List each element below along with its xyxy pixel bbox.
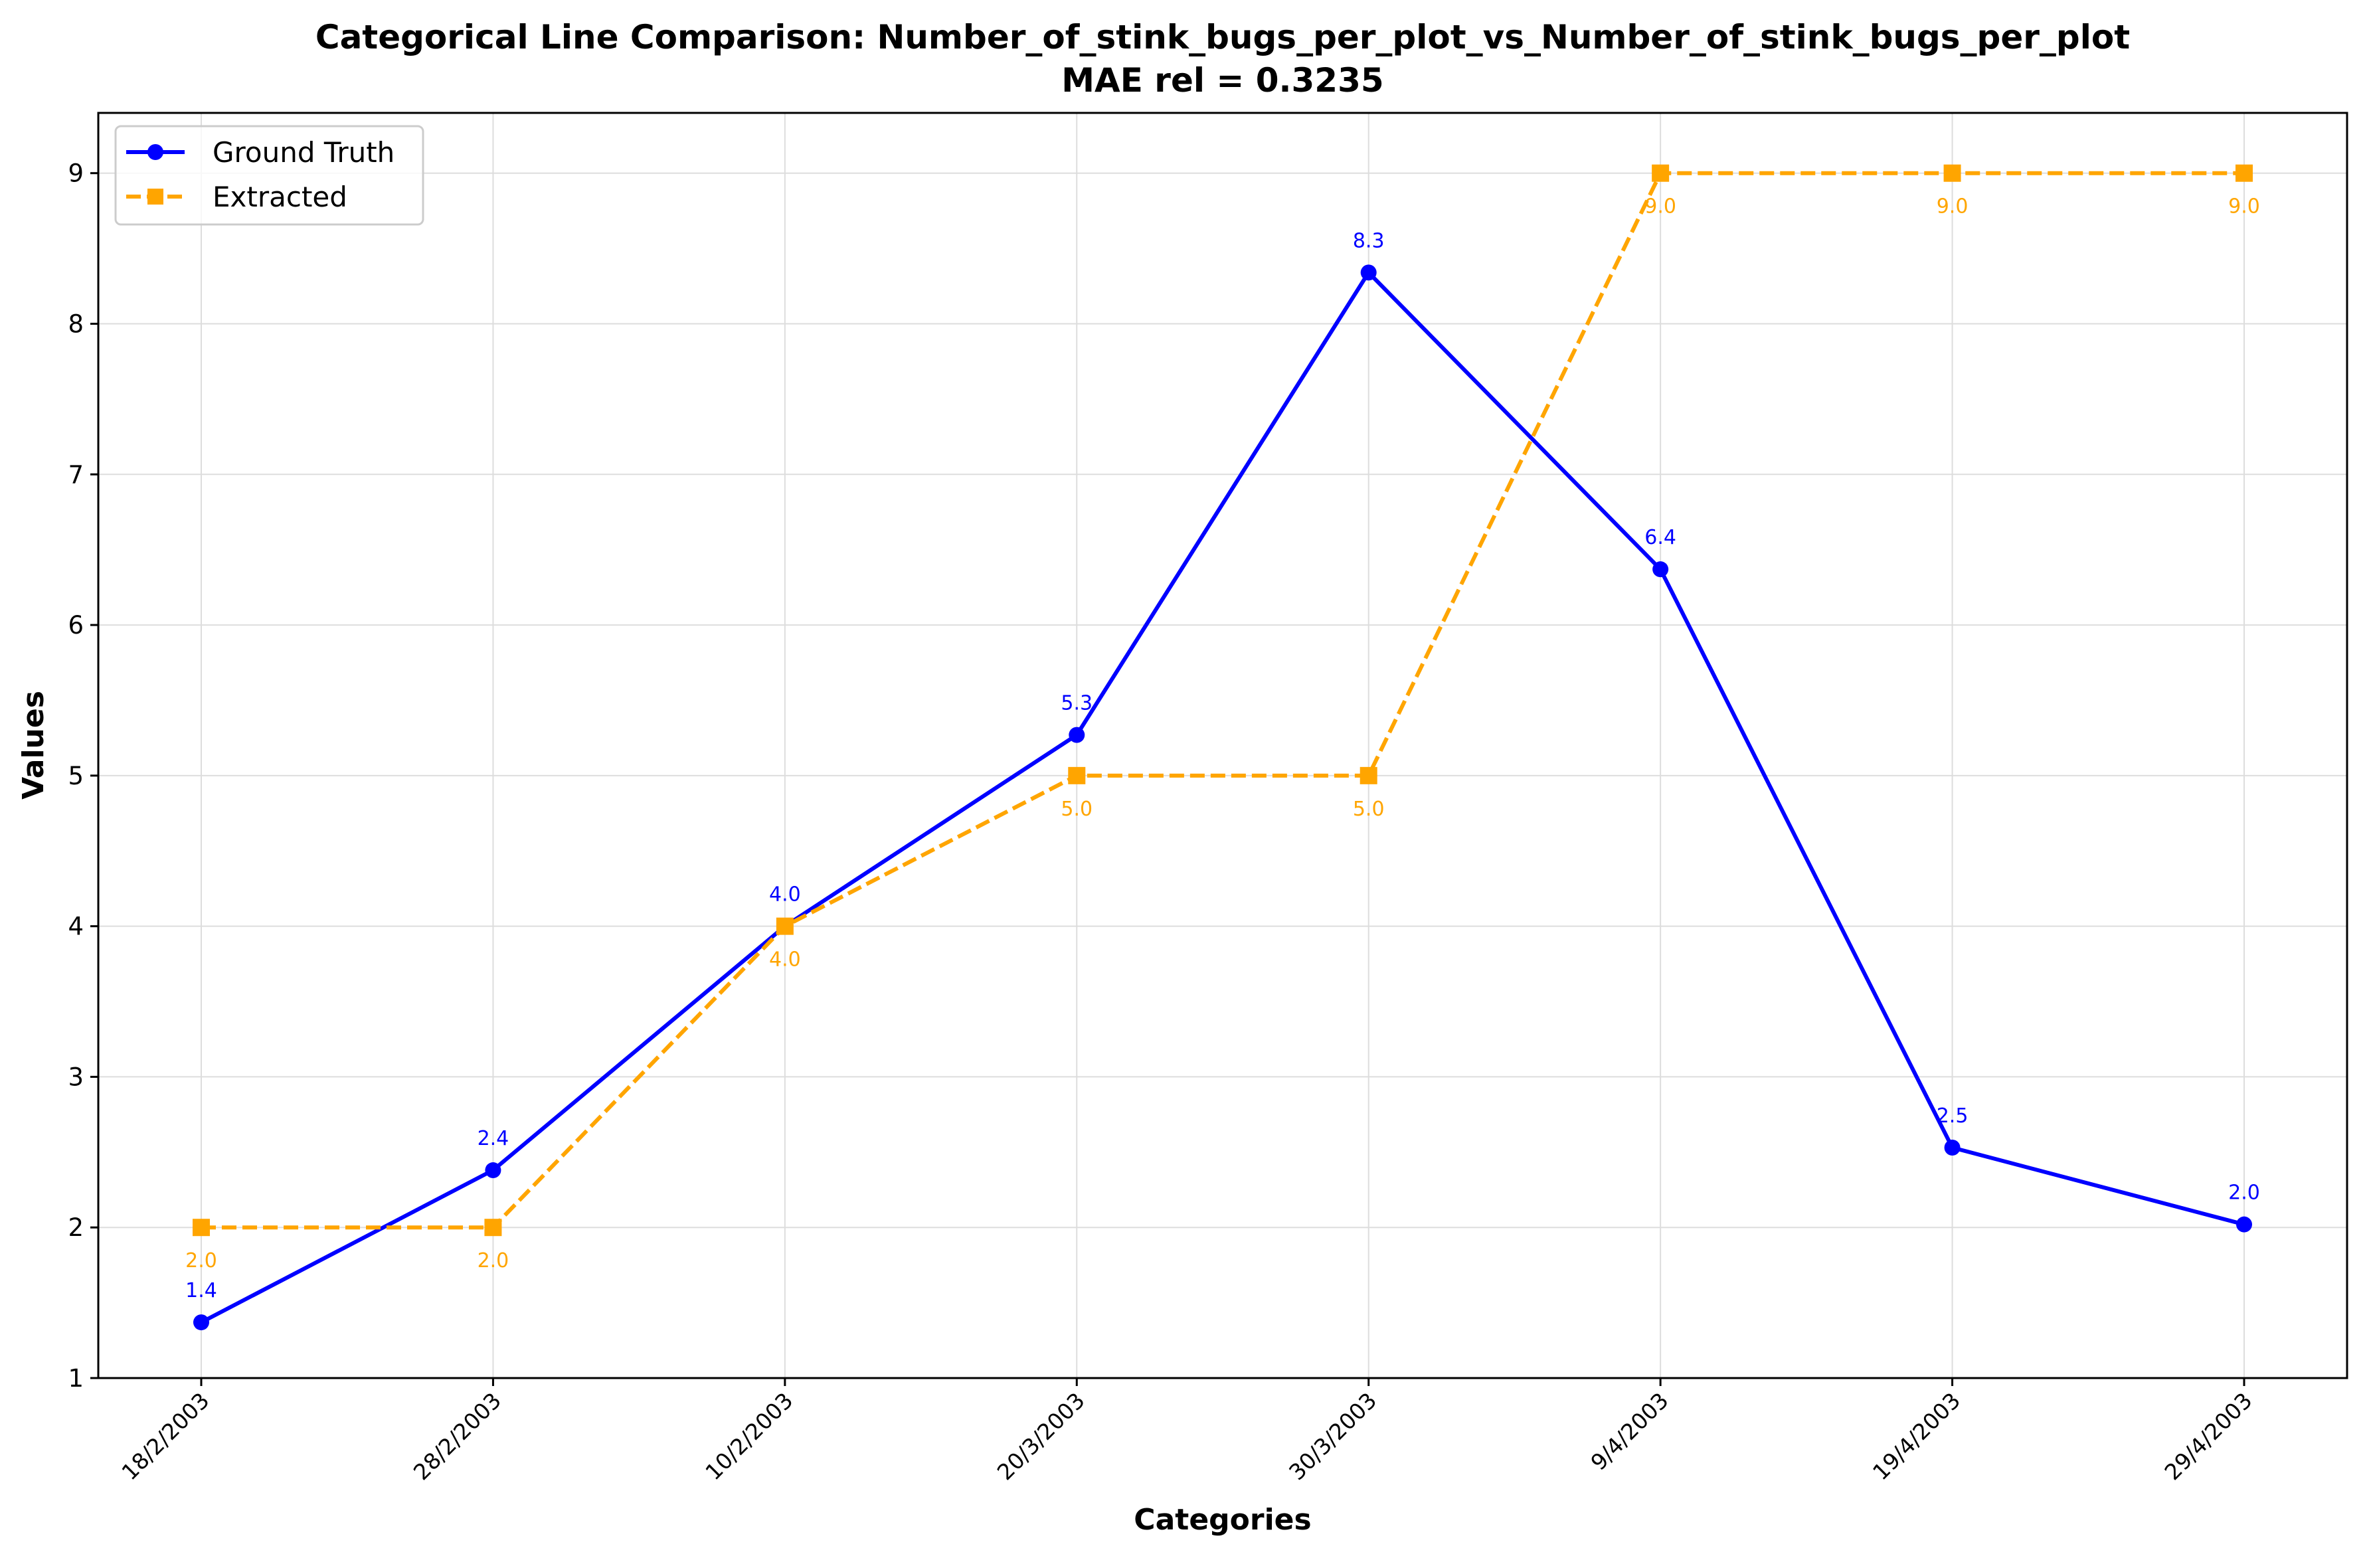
ground-truth-data-label: 2.5 bbox=[1937, 1104, 1969, 1128]
extracted-data-point bbox=[1652, 164, 1670, 182]
ground-truth-data-label: 5.3 bbox=[1061, 692, 1093, 715]
extracted-data-label: 9.0 bbox=[1644, 195, 1676, 218]
ground-truth-data-label: 1.4 bbox=[185, 1279, 217, 1302]
legend-frame bbox=[114, 125, 424, 226]
extracted-data-label: 5.0 bbox=[1061, 798, 1093, 821]
extracted-data-point bbox=[484, 1219, 502, 1237]
data-labels: 1.4 2.4 4.0 5.3 8.3 6.4 2.5 2.0 2.0 2.0 4.0 5.0 5.0 9… bbox=[185, 195, 2260, 1302]
ground-truth-data-label: 8.3 bbox=[1353, 229, 1385, 252]
ground-truth-data-point bbox=[1652, 561, 1669, 578]
extracted-data-label: 4.0 bbox=[769, 948, 801, 972]
ground-truth-data-label: 4.0 bbox=[769, 883, 801, 907]
legend-ground-truth-marker bbox=[147, 144, 163, 160]
ground-truth-data-label: 2.0 bbox=[2228, 1181, 2260, 1205]
y-tick-label: 4 bbox=[68, 913, 84, 941]
extracted-data-point bbox=[1068, 766, 1086, 784]
extracted-data-point bbox=[2236, 164, 2253, 182]
legend-extracted-label: Extracted bbox=[213, 181, 347, 213]
extracted-data-point bbox=[776, 917, 794, 935]
ground-truth-series-line bbox=[200, 270, 2245, 1324]
plot-series bbox=[193, 164, 2253, 1331]
x-axis-label: Categories bbox=[1134, 1503, 1311, 1537]
legend-ground-truth-label: Ground Truth bbox=[213, 136, 394, 169]
extracted-data-label: 2.0 bbox=[478, 1249, 509, 1272]
extracted-data-point bbox=[1359, 766, 1377, 784]
y-tick-label: 6 bbox=[68, 611, 84, 640]
ground-truth-data-point bbox=[485, 1162, 501, 1179]
ground-truth-data-label: 2.4 bbox=[478, 1127, 509, 1150]
ground-truth-data-point bbox=[1944, 1140, 1961, 1156]
y-tick-label: 2 bbox=[68, 1213, 84, 1242]
ground-truth-data-point bbox=[193, 1314, 209, 1331]
legend-extracted-marker bbox=[147, 189, 163, 205]
y-tick-label: 5 bbox=[68, 762, 84, 790]
y-tick-label: 3 bbox=[68, 1063, 84, 1091]
y-axis-ticks: 1 2 3 4 5 6 7 8 9 bbox=[68, 159, 98, 1393]
extracted-data-point bbox=[193, 1219, 210, 1237]
extracted-data-label: 9.0 bbox=[1937, 195, 1969, 218]
y-tick-label: 7 bbox=[68, 460, 84, 489]
y-axis-label: Values bbox=[17, 691, 50, 800]
ground-truth-data-point bbox=[2236, 1216, 2252, 1233]
extracted-series-line bbox=[201, 171, 2244, 1230]
plot-area-frame bbox=[97, 112, 2348, 1379]
chart-title: Categorical Line Comparison: Number_of_s… bbox=[315, 18, 2130, 56]
extracted-data-label: 2.0 bbox=[185, 1249, 217, 1272]
y-tick-label: 1 bbox=[68, 1364, 84, 1393]
y-tick-label: 8 bbox=[68, 310, 84, 339]
chart-subtitle: MAE rel = 0.3235 bbox=[1061, 61, 1383, 100]
extracted-data-label: 9.0 bbox=[2228, 195, 2260, 218]
legend: Ground Truth Extracted bbox=[114, 125, 424, 226]
ground-truth-data-point bbox=[1069, 727, 1085, 743]
extracted-data-label: 5.0 bbox=[1353, 798, 1385, 821]
extracted-data-point bbox=[1943, 164, 1961, 182]
ground-truth-data-label: 6.4 bbox=[1644, 526, 1676, 549]
ground-truth-data-point bbox=[1360, 264, 1377, 281]
y-tick-label: 9 bbox=[68, 159, 84, 188]
